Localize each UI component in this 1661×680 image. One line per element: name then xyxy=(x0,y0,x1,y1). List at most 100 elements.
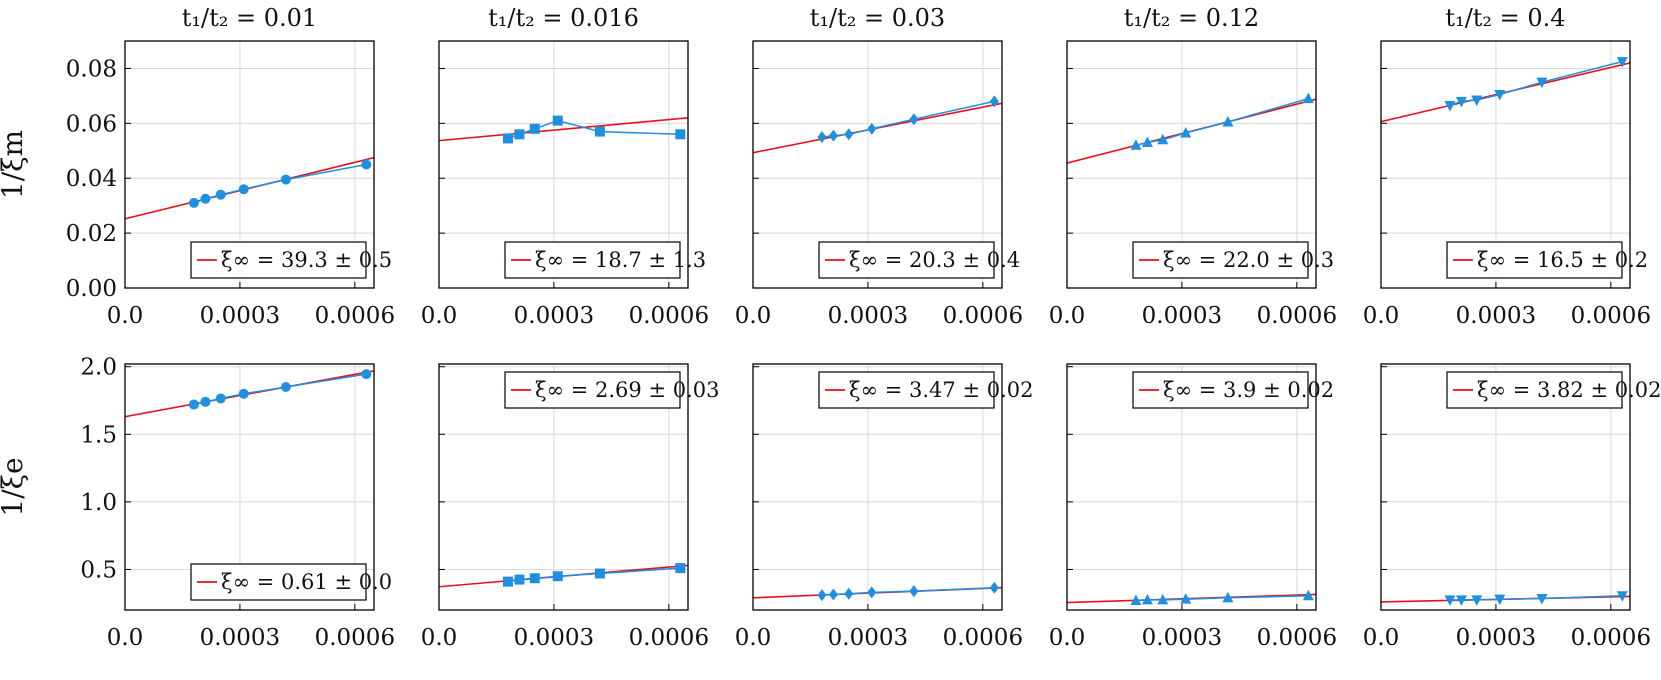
panel-xi-e-4: 0.0 0.0003 0.0006 ξ∞ = 3.9 ± 0.02 xyxy=(1049,363,1337,651)
data-point xyxy=(502,576,513,587)
y-axis-label: 1/ξm xyxy=(0,130,29,199)
x-tick-label: 0.0003 xyxy=(1456,625,1536,651)
legend: ξ∞ = 18.7 ± 1.3 xyxy=(504,241,706,279)
data-point xyxy=(675,563,686,574)
legend-box xyxy=(818,371,995,409)
data-point xyxy=(1471,595,1483,606)
data-point xyxy=(1141,593,1153,605)
data-point xyxy=(188,197,199,208)
data-point xyxy=(238,184,249,195)
plot-frame xyxy=(438,40,689,289)
legend-label: ξ∞ = 18.7 ± 1.3 xyxy=(535,248,706,272)
legend-box xyxy=(504,241,681,279)
data-point xyxy=(361,369,372,380)
data-point xyxy=(1536,594,1548,605)
data-point xyxy=(1130,594,1142,606)
x-tick-label: 0.0006 xyxy=(315,303,395,329)
legend-label: ξ∞ = 20.3 ± 0.4 xyxy=(849,248,1020,272)
x-tick-label: 0.0006 xyxy=(943,625,1023,651)
x-tick-label: 0.0 xyxy=(1049,303,1086,329)
data-point xyxy=(828,129,838,142)
data-point xyxy=(1141,136,1153,148)
plot-frame xyxy=(124,363,375,611)
data-point xyxy=(529,573,540,584)
x-tick-label: 0.0003 xyxy=(200,303,280,329)
x-tick-label: 0.0 xyxy=(107,625,144,651)
legend: ξ∞ = 0.61 ± 0.0 xyxy=(190,563,392,601)
panel-title: t₁/t₂ = 0.4 xyxy=(1445,4,1565,32)
data-point xyxy=(552,571,563,582)
x-tick-label: 0.0003 xyxy=(1142,625,1222,651)
data-point xyxy=(1471,95,1483,107)
panel-xi-m-3: 0.0 0.0003 0.0006 t₁/t₂ = 0.03 ξ∞ = 20.3 ± 0… xyxy=(735,4,1023,329)
x-tick-label: 0.0 xyxy=(421,625,458,651)
x-tick-label: 0.0003 xyxy=(514,625,594,651)
y-tick-label: 0.00 xyxy=(66,276,117,302)
x-tick-label: 0.0 xyxy=(1363,303,1400,329)
x-tick-label: 0.0006 xyxy=(943,303,1023,329)
plot-frame xyxy=(438,363,689,611)
panel-xi-m-1: 0.0 0.0003 0.0006 0.00 0.02 0.04 0.06 0.08 t₁/t₂… xyxy=(0,4,395,329)
data-point xyxy=(1222,591,1234,603)
data-point xyxy=(1455,595,1467,606)
x-tick-label: 0.0 xyxy=(735,303,772,329)
legend-box xyxy=(1132,241,1309,279)
data-point xyxy=(1444,595,1456,606)
data-point xyxy=(817,589,827,602)
legend-label: ξ∞ = 22.0 ± 0.3 xyxy=(1163,248,1334,272)
x-tick-label: 0.0006 xyxy=(1257,625,1337,651)
data-point xyxy=(280,381,291,392)
data-point xyxy=(1444,100,1456,112)
legend-box xyxy=(504,371,681,409)
data-point xyxy=(844,128,854,141)
data-point xyxy=(361,159,372,170)
y-axis-label: 1/ξe xyxy=(0,457,29,516)
x-tick-label: 0.0003 xyxy=(828,625,908,651)
x-tick-label: 0.0003 xyxy=(1456,303,1536,329)
y-tick-label: 1.5 xyxy=(80,422,117,448)
data-point xyxy=(1302,589,1314,601)
data-point xyxy=(1180,593,1192,604)
legend: ξ∞ = 3.82 ± 0.02 xyxy=(1446,371,1661,409)
panel-title: t₁/t₂ = 0.12 xyxy=(1124,4,1259,32)
data-point xyxy=(1157,133,1169,145)
data-point xyxy=(280,174,291,185)
fit-line xyxy=(439,117,688,142)
data-point xyxy=(1455,96,1467,108)
data-point xyxy=(1157,593,1169,605)
legend-label: ξ∞ = 0.61 ± 0.0 xyxy=(221,570,392,594)
data-point xyxy=(1494,90,1506,101)
data-point xyxy=(188,399,199,410)
legend-label: ξ∞ = 16.5 ± 0.2 xyxy=(1477,248,1648,272)
plot-frame xyxy=(1066,40,1317,289)
legend-box xyxy=(1132,371,1309,409)
y-tick-label: 0.5 xyxy=(80,557,117,583)
x-tick-label: 0.0006 xyxy=(1257,303,1337,329)
data-point xyxy=(1616,591,1628,602)
data-point xyxy=(514,574,525,585)
legend-box xyxy=(818,241,995,279)
data-point xyxy=(200,193,211,204)
x-tick-label: 0.0 xyxy=(1363,625,1400,651)
panel-xi-e-5: 0.0 0.0003 0.0006 ξ∞ = 3.82 ± 0.02 xyxy=(1363,363,1661,651)
data-point xyxy=(1130,139,1142,150)
legend-label: ξ∞ = 3.82 ± 0.02 xyxy=(1477,378,1661,402)
data-point xyxy=(594,126,605,137)
legend: ξ∞ = 22.0 ± 0.3 xyxy=(1132,241,1334,279)
data-point xyxy=(1616,57,1628,68)
legend-label: ξ∞ = 3.9 ± 0.02 xyxy=(1163,378,1334,402)
plot-frame xyxy=(752,40,1003,289)
data-point xyxy=(502,133,513,144)
legend: ξ∞ = 2.69 ± 0.03 xyxy=(504,371,719,409)
legend: ξ∞ = 20.3 ± 0.4 xyxy=(818,241,1020,279)
data-point xyxy=(1222,115,1234,127)
x-tick-label: 0.0 xyxy=(107,303,144,329)
y-tick-label: 0.08 xyxy=(66,56,117,82)
data-point xyxy=(989,581,999,594)
y-tick-label: 0.02 xyxy=(66,221,117,247)
data-point xyxy=(238,388,249,399)
y-tick-label: 1.0 xyxy=(80,490,117,516)
data-point xyxy=(817,131,827,144)
panel-xi-m-2: 0.0 0.0003 0.0006 t₁/t₂ = 0.016 ξ∞ = 18.7 ± … xyxy=(421,4,709,329)
